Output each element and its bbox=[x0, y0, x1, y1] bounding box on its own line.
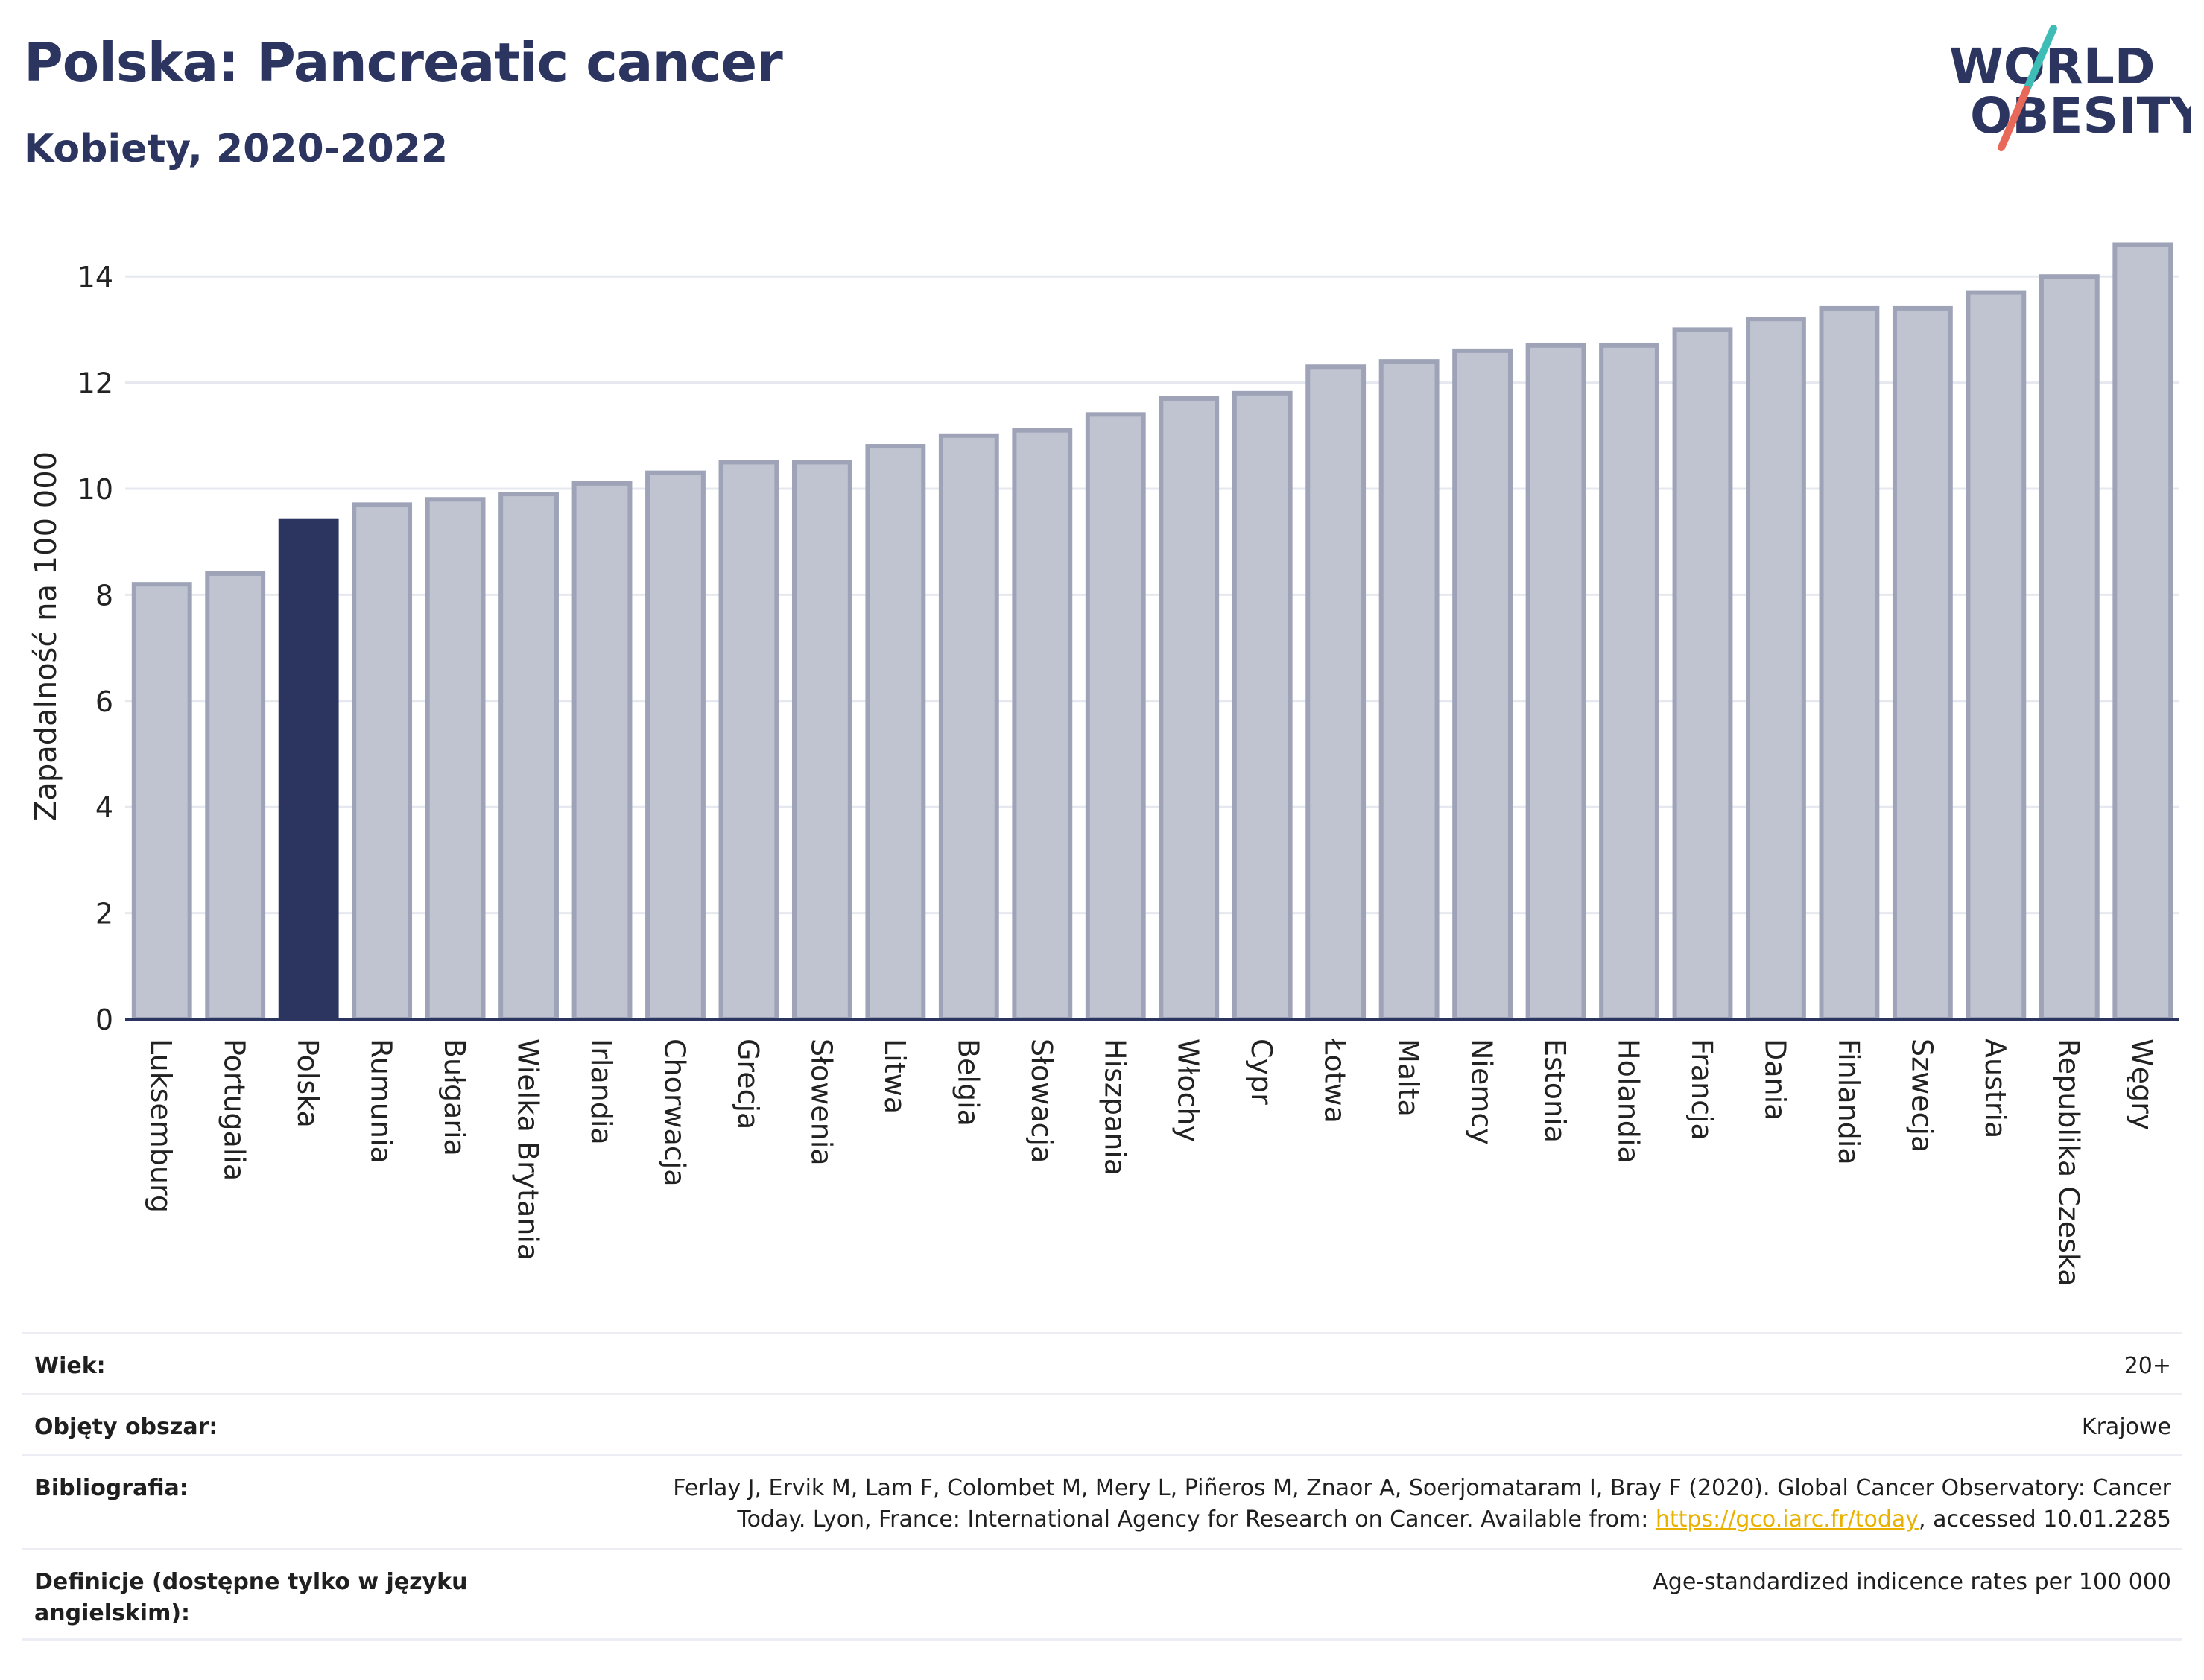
x-tick-label: Austria bbox=[1979, 1039, 2012, 1138]
y-tick-label: 12 bbox=[77, 367, 113, 400]
bar-luksemburg bbox=[131, 582, 192, 1021]
x-tick-label: Hiszpania bbox=[1098, 1039, 1131, 1176]
x-tick-label: Słowacja bbox=[1025, 1039, 1058, 1163]
x-tick-label: Niemcy bbox=[1466, 1039, 1498, 1145]
bar-estonia bbox=[1525, 343, 1586, 1021]
bar-rumunia bbox=[352, 502, 413, 1021]
age-label: Wiek: bbox=[34, 1353, 106, 1379]
x-tick-label: Irlandia bbox=[585, 1039, 618, 1145]
bar-chorwacja bbox=[645, 470, 706, 1021]
bar-szwecja bbox=[1892, 305, 1953, 1022]
bibliography-value: Ferlay J, Ervik M, Lam F, Colombet M, Me… bbox=[673, 1473, 2182, 1535]
x-tick-label: Malta bbox=[1392, 1039, 1425, 1117]
info-row-bibliography: Bibliografia: Ferlay J, Ervik M, Lam F, … bbox=[22, 1454, 2182, 1548]
x-tick-label: Finlandia bbox=[1832, 1039, 1865, 1165]
bar-dania bbox=[1746, 317, 1806, 1022]
bar-francja bbox=[1672, 327, 1733, 1021]
chart-subtitle: Kobiety, 2020-2022 bbox=[24, 127, 449, 171]
info-row-definitions: Definicje (dostępne tylko w języku angie… bbox=[22, 1548, 2182, 1641]
bibliography-line2: Today. Lyon, France: International Agenc… bbox=[673, 1504, 2171, 1535]
x-tick-label: Chorwacja bbox=[658, 1039, 691, 1187]
x-tick-label: Węgry bbox=[2126, 1039, 2159, 1130]
y-tick-label: 6 bbox=[95, 685, 113, 718]
definitions-value: Age-standardized indicence rates per 100… bbox=[1653, 1569, 2171, 1595]
x-axis-labels: Luksemburg Portugalia Polska Rumunia Bułgari… bbox=[145, 1038, 2159, 1287]
x-tick-label: Grecja bbox=[732, 1039, 764, 1129]
x-tick-label: Szwecja bbox=[1905, 1039, 1938, 1153]
logo-slash-bottom bbox=[1998, 86, 2030, 151]
area-value: Krajowe bbox=[2081, 1414, 2171, 1440]
x-tick-label: Luksemburg bbox=[145, 1039, 177, 1213]
logo-slash-top bbox=[2023, 25, 2057, 93]
bar-republika-czeska bbox=[2039, 274, 2100, 1021]
x-tick-label: Rumunia bbox=[365, 1039, 398, 1164]
bar-finlandia bbox=[1819, 305, 1880, 1022]
bar-słowenia bbox=[791, 460, 852, 1021]
x-tick-label: Wielka Brytania bbox=[512, 1039, 545, 1261]
bar-włochy bbox=[1159, 396, 1220, 1021]
bar-grecja bbox=[718, 460, 779, 1021]
bars bbox=[131, 242, 2173, 1022]
age-value: 20+ bbox=[2124, 1353, 2171, 1379]
bar-malta bbox=[1378, 359, 1440, 1021]
x-tick-label: Portugalia bbox=[218, 1039, 251, 1181]
x-tick-label: Łotwa bbox=[1319, 1038, 1352, 1123]
bar-słowacja bbox=[1012, 428, 1073, 1021]
x-tick-label: Francja bbox=[1685, 1039, 1718, 1141]
bar-hiszpania bbox=[1085, 412, 1146, 1021]
x-tick-label: Cypr bbox=[1245, 1039, 1278, 1105]
x-tick-label: Bułgaria bbox=[438, 1039, 471, 1156]
bar-belgia bbox=[938, 433, 999, 1021]
info-table: Wiek: 20+ Objęty obszar: Krajowe Bibliog… bbox=[22, 1332, 2182, 1641]
bar-chart: 0 2 4 6 8 10 12 14 Luksemburg Portugalia Polska Ru… bbox=[29, 242, 2179, 1287]
y-tick-label: 10 bbox=[77, 473, 113, 506]
logo-line1: WORLD bbox=[1949, 38, 2156, 95]
bibliography-link[interactable]: https://gco.iarc.fr/today bbox=[1655, 1506, 1919, 1532]
info-row-age: Wiek: 20+ bbox=[22, 1332, 2182, 1393]
bar-cypr bbox=[1232, 390, 1293, 1021]
bar-holandia bbox=[1599, 343, 1659, 1021]
x-tick-label: Polska bbox=[291, 1039, 324, 1128]
y-axis-label: Zapadalność na 100 000 bbox=[29, 451, 63, 821]
x-tick-label: Holandia bbox=[1612, 1039, 1645, 1164]
y-tick-label: 8 bbox=[95, 579, 113, 612]
chart-title: Polska: Pancreatic cancer bbox=[24, 31, 783, 94]
y-tick-label: 14 bbox=[77, 261, 113, 294]
y-tick-label: 0 bbox=[95, 1004, 113, 1036]
info-row-area: Objęty obszar: Krajowe bbox=[22, 1393, 2182, 1454]
bibliography-label: Bibliografia: bbox=[34, 1475, 189, 1501]
bibliography-line2-pre: Today. Lyon, France: International Agenc… bbox=[737, 1506, 1656, 1532]
bar-bułgaria bbox=[425, 497, 486, 1021]
bar-austria bbox=[1966, 290, 2027, 1021]
bar-węgry bbox=[2112, 242, 2173, 1022]
definitions-label: Definicje (dostępne tylko w języku angie… bbox=[34, 1569, 468, 1626]
bibliography-line1: Ferlay J, Ervik M, Lam F, Colombet M, Me… bbox=[673, 1475, 2171, 1501]
bar-portugalia bbox=[205, 571, 266, 1021]
bar-polska bbox=[278, 518, 339, 1021]
x-tick-label: Słowenia bbox=[805, 1039, 837, 1166]
world-obesity-logo: WORLD OBESITY bbox=[1949, 25, 2191, 151]
bar-łotwa bbox=[1305, 364, 1367, 1021]
y-axis-ticks: 0 2 4 6 8 10 12 14 bbox=[77, 261, 113, 1036]
bar-niemcy bbox=[1452, 348, 1513, 1021]
x-tick-label: Estonia bbox=[1539, 1039, 1571, 1143]
x-tick-label: Belgia bbox=[951, 1039, 984, 1126]
area-label: Objęty obszar: bbox=[34, 1414, 218, 1440]
bar-irlandia bbox=[571, 481, 633, 1021]
bibliography-line2-post: , accessed 10.01.2285 bbox=[1919, 1506, 2171, 1532]
bar-wielka-brytania bbox=[498, 492, 559, 1021]
y-tick-label: 2 bbox=[95, 898, 113, 931]
x-tick-label: Republika Czeska bbox=[2052, 1039, 2085, 1287]
x-tick-label: Włochy bbox=[1172, 1039, 1205, 1142]
y-tick-label: 4 bbox=[95, 791, 113, 824]
bar-litwa bbox=[865, 444, 926, 1021]
x-tick-label: Dania bbox=[1758, 1039, 1791, 1120]
x-tick-label: Litwa bbox=[878, 1039, 911, 1114]
